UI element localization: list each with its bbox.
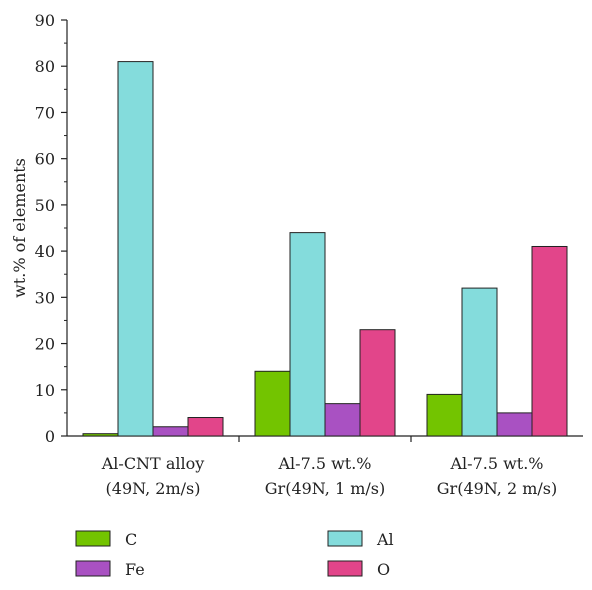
legend-swatch-o xyxy=(327,560,363,577)
bar-c-1 xyxy=(254,370,291,437)
y-tick-label: 70 xyxy=(35,103,55,122)
x-tick-label: Gr(49N, 1 m/s) xyxy=(265,479,385,498)
bar-fe-1 xyxy=(324,403,361,437)
y-tick-label: 0 xyxy=(45,427,55,446)
legend-item-c: C xyxy=(75,530,137,549)
y-tick-label: 50 xyxy=(35,196,55,215)
legend-label: Fe xyxy=(125,560,145,579)
y-axis-title: wt.% of elements xyxy=(10,158,29,298)
y-tick-label: 60 xyxy=(35,150,55,169)
x-tick-label: Al-7.5 wt.% xyxy=(277,454,371,473)
bar-c-2 xyxy=(426,393,463,437)
bar-fe-0 xyxy=(152,426,189,437)
bar-o-0 xyxy=(187,417,224,437)
x-tick-label: Al-7.5 wt.% xyxy=(449,454,543,473)
legend-item-fe: Fe xyxy=(75,560,145,579)
y-tick-label: 40 xyxy=(35,242,55,261)
x-tick-label: Al-CNT alloy xyxy=(101,454,205,473)
plot-area: 0 10 20 30 40 50 60 70 80 90 wt.% of elements Al-CN… xyxy=(10,11,583,498)
legend-swatch-fe xyxy=(75,560,111,577)
legend-label: O xyxy=(377,560,390,579)
bar-o-2 xyxy=(531,245,568,437)
legend: C Al Fe O xyxy=(75,530,394,579)
x-tick-label: Gr(49N, 2 m/s) xyxy=(437,479,557,498)
y-tick-label: 20 xyxy=(35,335,55,354)
x-tick-label: (49N, 2m/s) xyxy=(106,479,201,498)
bar-al-2 xyxy=(461,287,498,437)
legend-swatch-al xyxy=(327,530,363,547)
bar-o-1 xyxy=(359,329,396,437)
legend-swatch-c xyxy=(75,530,111,547)
y-tick-label: 90 xyxy=(35,11,55,30)
bar-al-0 xyxy=(117,61,154,437)
legend-item-o: O xyxy=(327,560,390,579)
legend-label: C xyxy=(125,530,137,549)
legend-label: Al xyxy=(376,530,394,549)
bar-fe-2 xyxy=(496,412,533,437)
y-tick-label: 80 xyxy=(35,57,55,76)
legend-item-al: Al xyxy=(327,530,394,549)
y-tick-label: 30 xyxy=(35,288,55,307)
bar-al-1 xyxy=(289,232,326,437)
bar-c-0 xyxy=(82,433,119,437)
y-tick-label: 10 xyxy=(35,381,55,400)
